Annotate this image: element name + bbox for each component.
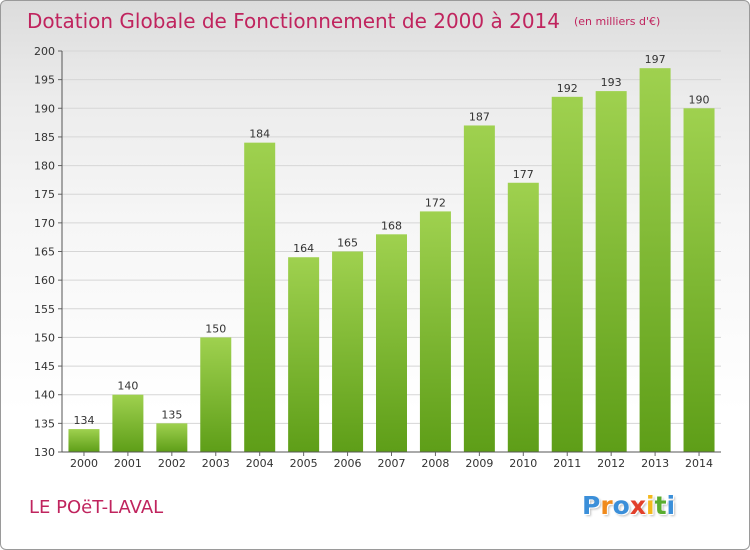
x-tick-label: 2012 (597, 457, 625, 470)
x-tick-label: 2013 (641, 457, 669, 470)
x-tick-label: 2000 (70, 457, 98, 470)
x-tick-label: 2003 (202, 457, 230, 470)
y-tick-label: 130 (34, 446, 55, 459)
data-label: 184 (249, 128, 270, 141)
bar (639, 68, 671, 452)
bar (244, 142, 276, 452)
data-label: 140 (117, 380, 138, 393)
data-label: 197 (645, 53, 666, 66)
x-tick-label: 2008 (421, 457, 449, 470)
place-name: LE POëT-LAVAL (29, 497, 164, 518)
y-tick-label: 140 (34, 389, 55, 402)
y-tick-label: 175 (34, 188, 55, 201)
x-tick-label: 2011 (553, 457, 581, 470)
x-tick-label: 2006 (334, 457, 362, 470)
proxiti-logo[interactable]: Proxiti (582, 491, 675, 520)
data-label: 168 (381, 219, 402, 232)
data-label: 134 (73, 414, 94, 427)
data-label: 177 (513, 168, 534, 181)
bar (463, 125, 495, 452)
bar (112, 394, 144, 452)
bar (332, 251, 364, 452)
chart-title: Dotation Globale de Fonctionnement de 20… (27, 9, 660, 33)
bar (683, 108, 715, 453)
chart-unit: (en milliers d'€) (574, 15, 661, 28)
data-label: 150 (205, 322, 226, 335)
data-label: 193 (601, 76, 622, 89)
y-tick-label: 185 (34, 131, 55, 144)
x-tick-label: 2002 (158, 457, 186, 470)
y-tick-label: 135 (34, 417, 55, 430)
y-tick-label: 150 (34, 331, 55, 344)
logo-letter: o (612, 491, 630, 520)
y-tick-label: 200 (34, 45, 55, 58)
y-tick-label: 165 (34, 246, 55, 259)
data-label: 172 (425, 196, 446, 209)
axes: 1301351401451501551601651701751801851901… (34, 45, 721, 470)
y-tick-label: 155 (34, 303, 55, 316)
logo-letter: r (600, 491, 613, 520)
x-tick-label: 2004 (246, 457, 274, 470)
logo-letter: P (582, 491, 601, 520)
bar (551, 96, 583, 452)
data-label: 190 (689, 93, 710, 106)
logo-letter: i (666, 491, 676, 520)
y-tick-label: 160 (34, 274, 55, 287)
x-tick-label: 2014 (685, 457, 713, 470)
data-label: 187 (469, 110, 490, 123)
x-tick-label: 2007 (378, 457, 406, 470)
logo-letter: t (654, 491, 667, 520)
bar (595, 91, 627, 452)
data-label: 192 (557, 82, 578, 95)
bar (156, 423, 188, 452)
data-label: 164 (293, 242, 314, 255)
bar (507, 182, 539, 452)
y-tick-label: 190 (34, 102, 55, 115)
bar (200, 337, 232, 452)
y-tick-label: 180 (34, 160, 55, 173)
data-label: 165 (337, 237, 358, 250)
bar (419, 211, 451, 452)
chart-title-text: Dotation Globale de Fonctionnement de 20… (27, 9, 560, 33)
x-tick-label: 2010 (509, 457, 537, 470)
x-tick-label: 2009 (465, 457, 493, 470)
logo-letter: i (646, 491, 655, 520)
y-tick-label: 195 (34, 74, 55, 87)
bar (376, 234, 407, 452)
data-label: 135 (161, 408, 182, 421)
bars: 134 140 135 150 184 164 165 168 172 187 177 192 193 1… (68, 53, 715, 453)
y-tick-label: 145 (34, 360, 55, 373)
logo-letter: x (629, 491, 646, 520)
x-tick-label: 2001 (114, 457, 142, 470)
bar (288, 257, 320, 452)
y-tick-label: 170 (34, 217, 55, 230)
bar (68, 429, 100, 452)
x-tick-label: 2005 (290, 457, 318, 470)
